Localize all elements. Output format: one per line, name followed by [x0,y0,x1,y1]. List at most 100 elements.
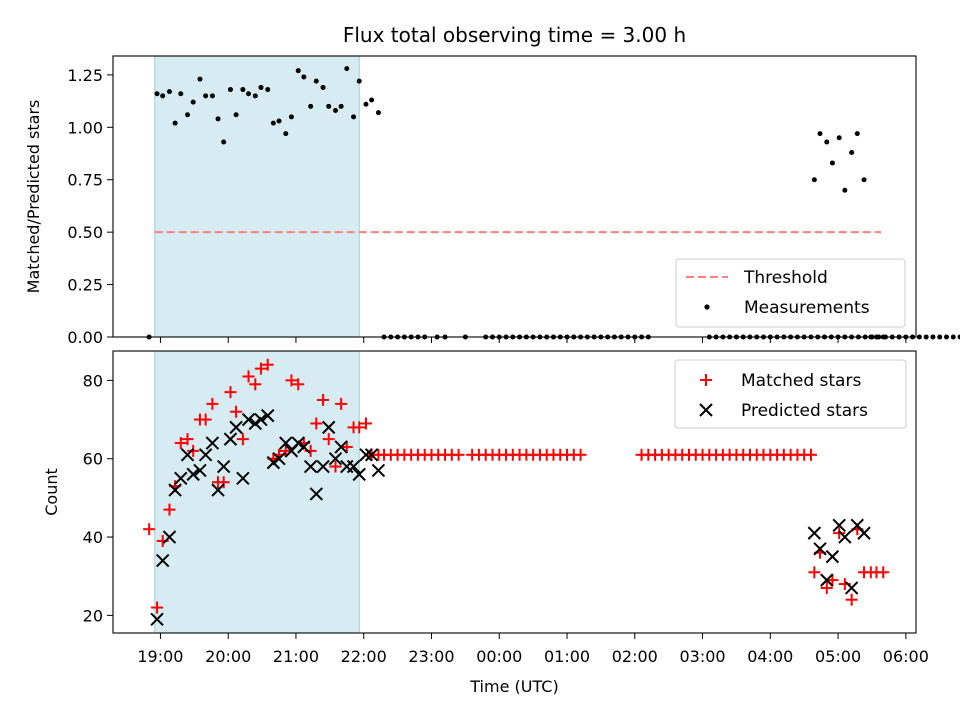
predicted-star-point-b [168,483,182,497]
predicted-star-point-b [198,448,213,462]
measurement-point [344,66,350,72]
predicted-star-point [162,530,177,544]
x-tick-label: 03:00 [679,647,725,666]
measurement-point [295,68,301,74]
predicted-star-point [309,487,323,501]
matched-star-point [329,460,342,473]
predicted-star-point [205,436,220,450]
predicted-star-point [807,526,822,540]
measurement-point [338,103,344,109]
predicted-star-point-b [371,463,386,478]
matched-star-point [249,378,262,391]
measurement-point [308,103,314,109]
predicted-star-point [838,530,852,544]
measurement-point [172,120,178,126]
predicted-star-point-b [825,549,840,564]
y-tick-label: 0.00 [67,328,103,347]
predicted-star-point [155,553,170,568]
predicted-star-point [168,483,182,497]
predicted-star-point-b [186,467,200,482]
y-tick-label: 0.75 [67,171,103,190]
measurement-point [930,334,936,340]
measurement-point [824,139,830,145]
x-tick-label: 00:00 [476,647,522,666]
measurement-point [363,101,369,107]
y-tick-label: 60 [83,450,103,469]
bottom-data-marks [143,358,890,626]
matched-star-point [199,413,212,426]
measurement-point [836,135,842,141]
matched-star-point [335,397,348,410]
y-tick-label: 1.00 [67,118,103,137]
predicted-star-point-b [838,530,852,544]
matched-star-point [826,574,839,587]
predicted-star-point-b [180,448,195,462]
measurement-point [916,334,922,340]
matched-star-point [285,374,298,387]
measurement-point [190,99,196,105]
predicted-star-point [229,420,243,435]
y-tick-label: 0.50 [67,223,103,242]
measurement-point [227,87,233,93]
measurement-point [240,87,246,93]
predicted-star-point-b [844,581,859,595]
predicted-star-point-b [229,420,243,435]
matched-star-point [236,433,249,446]
matched-star-point [353,421,366,434]
legend-predicted-swatch [699,403,713,417]
predicted-star-point [216,459,231,474]
predicted-star-point [248,416,263,431]
predicted-star-point-b [193,463,207,478]
x-tick-label: 05:00 [815,647,861,666]
predicted-star-point [291,436,305,450]
y-tick-label: 1.25 [67,66,103,85]
x-tick-label: 19:00 [137,647,183,666]
bottom-legend-box [674,359,907,429]
measurement-point [923,334,929,340]
x-tick-label: 20:00 [205,647,251,666]
predicted-star-point-b [223,432,238,446]
predicted-star-point [371,463,386,478]
predicted-star-point-b [359,448,373,462]
top-shaded-span [154,55,360,338]
predicted-star-point [820,573,834,587]
measurement-point [950,334,956,340]
measurement-point [265,87,271,93]
measurement-point [811,177,817,183]
predicted-star-point [832,518,846,532]
matched-star-point [317,393,330,406]
measurement-point [252,93,258,99]
matched-star-point [845,593,858,606]
measurement-point [332,108,338,114]
measurement-point [197,76,203,82]
matched-star-point [151,601,164,614]
matched-star-point [174,437,187,450]
measurement-point [943,334,949,340]
predicted-star-point-b [807,526,822,540]
measurement-point [276,118,282,124]
measurement-point [209,93,215,99]
top-y-axis-label: Matched/Predicted stars [24,100,43,294]
top-x-axis-ticks [159,337,907,343]
predicted-star-point [180,448,195,462]
predicted-star-point-b [352,467,366,482]
measurement-point [369,97,375,103]
measurement-point [246,91,252,97]
legend-matched-label: Matched stars [741,371,861,391]
predicted-star-point [857,526,871,540]
predicted-star-point [359,448,373,462]
predicted-star-point-b [291,436,305,450]
y-tick-label: 0.25 [67,276,103,295]
legend-matched-swatch [700,374,712,386]
measurement-point [283,131,289,137]
predicted-star-point-b [211,483,225,497]
predicted-star-point-b [266,455,281,470]
predicted-star-point-b [857,526,871,540]
matched-star-point [833,527,846,540]
matched-star-point [322,433,335,446]
top-panel: 0.00 0.25 0.50 0.75 1.00 1.25 Flux total obse… [24,23,960,347]
measurement-point [817,131,823,137]
bottom-y-axis-label: Count [42,468,61,516]
predicted-star-point-b [813,542,827,556]
